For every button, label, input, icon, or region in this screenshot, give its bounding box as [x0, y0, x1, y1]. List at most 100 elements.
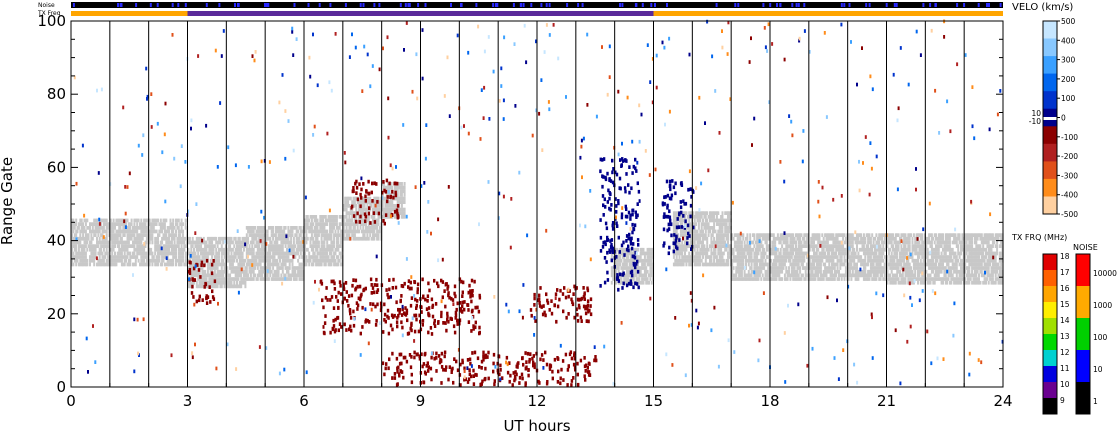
ground-scatter-cell	[911, 273, 914, 278]
ground-scatter-cell	[686, 255, 689, 259]
ground-scatter-cell	[881, 233, 883, 237]
ground-scatter-cell	[338, 226, 341, 230]
ground-scatter-cell	[758, 244, 761, 248]
ground-scatter-cell	[746, 273, 749, 278]
ground-scatter-cell	[215, 236, 218, 241]
ground-scatter-cell	[862, 251, 865, 256]
ground-scatter-cell	[721, 215, 724, 219]
ground-scatter-cell	[738, 236, 741, 241]
ground-scatter-cell	[247, 236, 250, 241]
ground-scatter-cell	[854, 262, 857, 267]
ground-scatter-cell	[739, 247, 742, 252]
ground-scatter-cell	[340, 215, 343, 219]
ground-scatter-cell	[309, 226, 312, 230]
ground-scatter-cell	[247, 277, 250, 281]
ground-scatter-cell	[840, 273, 843, 278]
ground-scatter-cell	[879, 273, 882, 278]
ground-scatter-cell	[169, 222, 172, 226]
ground-scatter-cell	[353, 226, 356, 230]
ground-scatter-cell	[621, 255, 624, 259]
ground-scatter-cell	[826, 269, 829, 274]
ground-scatter-cell	[310, 262, 313, 267]
ground-scatter-cell	[883, 273, 886, 278]
ground-scatter-cell	[140, 222, 143, 226]
ground-scatter-cell	[747, 273, 750, 278]
ground-scatter-cell	[230, 266, 233, 270]
ground-scatter-cell	[722, 258, 725, 263]
ground-scatter-cell	[73, 226, 76, 230]
ground-scatter-cell	[230, 284, 233, 289]
ground-scatter-cell	[194, 273, 197, 278]
ground-scatter-cell	[953, 266, 956, 270]
ground-scatter-cell	[825, 240, 828, 245]
ground-scatter-cell	[892, 247, 894, 252]
ground-scatter-cell	[162, 222, 165, 226]
ground-scatter-cell	[904, 277, 907, 281]
ground-scatter-cell	[125, 240, 128, 245]
ground-scatter-cell	[758, 247, 761, 252]
ground-scatter-cell	[168, 240, 171, 245]
ground-scatter-cell	[313, 258, 316, 263]
ground-scatter-cell	[169, 251, 172, 256]
ground-scatter-cell	[750, 273, 753, 278]
ground-scatter-cell	[779, 236, 782, 241]
ground-scatter-cell	[323, 229, 326, 234]
ground-scatter-cell	[839, 233, 842, 237]
ground-scatter-cell	[292, 247, 295, 252]
ground-scatter-cell	[892, 255, 894, 259]
ground-scatter-cell	[277, 229, 280, 234]
ground-scatter-cell	[831, 258, 833, 263]
ground-scatter-cell	[843, 247, 846, 252]
ground-scatter-cell	[254, 262, 257, 267]
ground-scatter-cell	[362, 226, 365, 230]
ground-scatter-cell	[790, 247, 793, 252]
ground-scatter-cell	[79, 218, 82, 223]
ground-scatter-cell	[184, 262, 187, 267]
ground-scatter-cell	[868, 247, 871, 252]
ground-scatter-cell	[688, 255, 691, 259]
ground-scatter-cell	[194, 240, 197, 245]
ground-scatter-cell	[883, 233, 886, 237]
ground-scatter-cell	[896, 247, 899, 252]
ground-scatter-cell	[858, 233, 861, 237]
ground-scatter-cell	[753, 266, 756, 270]
ground-scatter-cell	[801, 273, 804, 278]
ground-scatter-cell	[234, 277, 237, 281]
ground-scatter-cell	[291, 251, 294, 256]
ground-scatter-cell	[625, 262, 628, 267]
ground-scatter-cell	[237, 284, 240, 289]
ground-scatter-cell	[648, 247, 650, 252]
ground-scatter-cell	[274, 269, 277, 274]
ground-scatter-cell	[141, 255, 144, 259]
ground-scatter-cell	[926, 255, 929, 259]
ground-scatter-cell	[632, 277, 635, 281]
ground-scatter-cell	[715, 255, 718, 259]
ground-scatter-cell	[677, 236, 680, 241]
ground-scatter-cell	[265, 269, 268, 274]
ground-scatter-cell	[713, 258, 716, 263]
ground-scatter-cell	[900, 280, 903, 285]
ground-scatter-cell	[267, 266, 270, 270]
ground-scatter-cell	[155, 240, 158, 245]
ground-scatter-cell	[901, 269, 904, 274]
ground-scatter-cell	[136, 251, 139, 256]
ground-scatter-cell	[176, 240, 179, 245]
ground-scatter-cell	[183, 247, 186, 252]
ground-scatter-cell	[753, 277, 756, 281]
ground-scatter-cell	[862, 244, 865, 248]
ground-scatter-cell	[291, 273, 294, 278]
ground-scatter-cell	[154, 236, 157, 241]
ground-scatter-cell	[222, 277, 225, 281]
ground-scatter-cell	[349, 211, 352, 215]
ground-scatter-cell	[702, 240, 704, 245]
ground-scatter-cell	[879, 251, 882, 256]
ground-scatter-cell	[886, 273, 889, 278]
ground-scatter-cell	[869, 236, 872, 241]
ground-scatter-cell	[148, 247, 151, 252]
ground-scatter-cell	[836, 269, 839, 274]
ground-scatter-cell	[862, 273, 865, 278]
ground-scatter-cell	[358, 204, 361, 208]
ground-scatter-cell	[625, 280, 628, 285]
ground-scatter-cell	[792, 240, 795, 245]
ground-scatter-cell	[721, 236, 724, 241]
